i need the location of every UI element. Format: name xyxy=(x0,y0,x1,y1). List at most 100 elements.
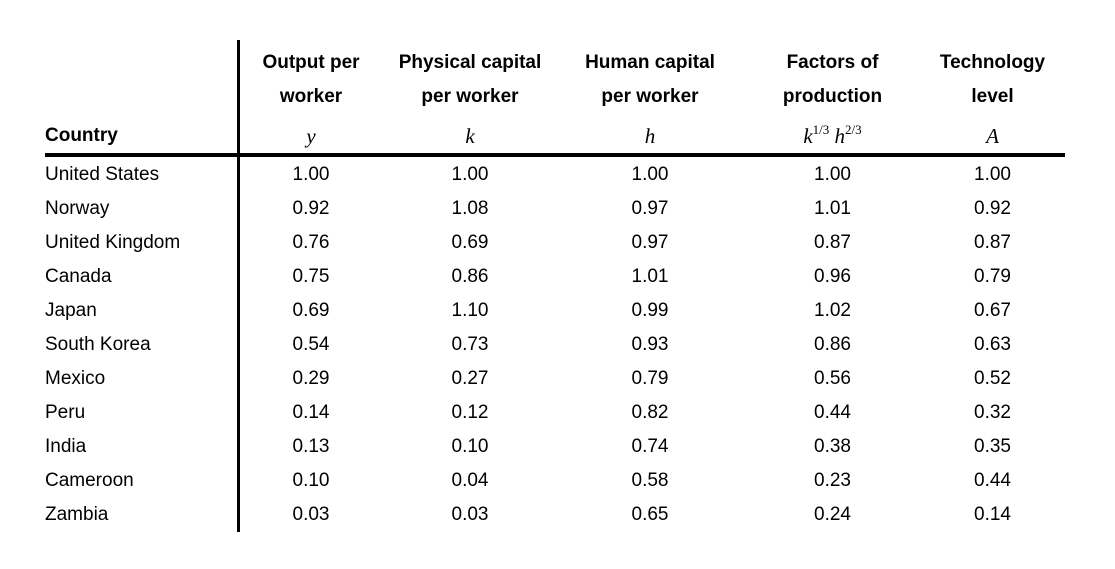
table-row: Mexico 0.29 0.27 0.79 0.56 0.52 xyxy=(45,362,1065,396)
value-cell-h: 1.00 xyxy=(631,164,669,185)
country-cell: South Korea xyxy=(45,334,151,355)
header-spacer xyxy=(45,46,237,114)
value-cell-technology: 0.44 xyxy=(974,470,1011,491)
table-row: South Korea 0.54 0.73 0.93 0.86 0.63 xyxy=(45,328,1065,362)
value-cell-y: 1.00 xyxy=(292,164,330,185)
value-cell-technology: 0.63 xyxy=(974,334,1011,355)
value-cell-k: 0.03 xyxy=(451,504,489,525)
header-line: per worker xyxy=(421,86,519,107)
value-cell-factors: 1.00 xyxy=(814,164,851,185)
value-cell-k: 0.73 xyxy=(451,334,489,355)
value-cell-k: 0.27 xyxy=(451,368,489,389)
header-line: Human capital xyxy=(585,52,715,73)
math-var: y xyxy=(306,124,316,148)
header-line: Technology xyxy=(939,52,1046,73)
value-cell-technology: 0.67 xyxy=(974,300,1011,321)
value-cell-y: 0.69 xyxy=(292,300,330,321)
value-cell-factors: 1.01 xyxy=(814,198,851,219)
column-header-factors-of-production: Factors of production xyxy=(745,46,920,114)
value-cell-k: 0.69 xyxy=(451,232,489,253)
header-line: Output per xyxy=(262,52,360,73)
math-var: k xyxy=(803,124,813,148)
value-cell-technology: 0.32 xyxy=(974,402,1011,423)
value-cell-y: 0.03 xyxy=(292,504,330,525)
header-line: Factors of xyxy=(786,52,879,73)
math-var: h xyxy=(834,124,846,148)
math-sup: 1/3 xyxy=(812,122,830,137)
value-cell-y: 0.29 xyxy=(292,368,330,389)
vertical-rule xyxy=(237,40,240,532)
country-cell: Norway xyxy=(45,198,110,219)
value-cell-technology: 0.87 xyxy=(974,232,1011,253)
value-cell-k: 1.00 xyxy=(451,164,489,185)
value-cell-h: 0.74 xyxy=(631,436,669,457)
column-header-physical-capital: Physical capital per worker xyxy=(385,46,555,114)
math-sup: 2/3 xyxy=(845,122,862,137)
header-line: Physical capital xyxy=(398,52,542,73)
table-header: Output per worker Physical capital per w… xyxy=(45,46,1065,114)
value-cell-y: 0.54 xyxy=(292,334,330,355)
country-cell: Zambia xyxy=(45,504,109,525)
value-cell-technology: 0.92 xyxy=(974,198,1011,219)
symbol-A: A xyxy=(920,118,1065,154)
value-cell-factors: 0.96 xyxy=(814,266,851,287)
table-row: Canada 0.75 0.86 1.01 0.96 0.79 xyxy=(45,260,1065,294)
country-cell: United Kingdom xyxy=(45,232,181,253)
table-row: Peru 0.14 0.12 0.82 0.44 0.32 xyxy=(45,396,1065,430)
symbol-y: y xyxy=(237,118,385,154)
value-cell-h: 0.97 xyxy=(631,198,669,219)
header-line: worker xyxy=(279,86,343,107)
value-cell-h: 0.65 xyxy=(631,504,669,525)
value-cell-y: 0.76 xyxy=(292,232,330,253)
table-row: Japan 0.69 1.10 0.99 1.02 0.67 xyxy=(45,294,1065,328)
value-cell-k: 0.04 xyxy=(451,470,489,491)
value-cell-y: 0.75 xyxy=(292,266,330,287)
column-header-output-per-worker: Output per worker xyxy=(237,46,385,114)
value-cell-h: 0.58 xyxy=(631,470,669,491)
value-cell-factors: 0.86 xyxy=(814,334,851,355)
value-cell-k: 1.10 xyxy=(451,300,489,321)
value-cell-y: 0.92 xyxy=(292,198,330,219)
header-line: production xyxy=(782,86,883,107)
value-cell-h: 0.99 xyxy=(631,300,669,321)
table-row: India 0.13 0.10 0.74 0.38 0.35 xyxy=(45,430,1065,464)
table-row: Cameroon 0.10 0.04 0.58 0.23 0.44 xyxy=(45,464,1065,498)
math-var: A xyxy=(986,124,999,148)
table-row: United States 1.00 1.00 1.00 1.00 1.00 xyxy=(45,158,1065,192)
table-row: Norway 0.92 1.08 0.97 1.01 0.92 xyxy=(45,192,1065,226)
value-cell-factors: 0.38 xyxy=(814,436,851,457)
value-cell-factors: 0.56 xyxy=(814,368,851,389)
country-cell: Cameroon xyxy=(45,470,134,491)
table-body: United States 1.00 1.00 1.00 1.00 1.00 N… xyxy=(0,158,1115,532)
value-cell-k: 0.86 xyxy=(451,266,489,287)
value-cell-technology: 0.79 xyxy=(974,266,1011,287)
value-cell-technology: 1.00 xyxy=(974,164,1011,185)
value-cell-technology: 0.14 xyxy=(974,504,1011,525)
value-cell-factors: 1.02 xyxy=(814,300,851,321)
value-cell-k: 1.08 xyxy=(451,198,489,219)
header-line: level xyxy=(971,86,1014,107)
column-header-technology-level: Technology level xyxy=(920,46,1065,114)
country-cell: Peru xyxy=(45,402,86,423)
symbol-row: Country y k h k1/3 h2/3 A xyxy=(45,118,1065,154)
symbol-k: k xyxy=(385,118,555,154)
math-var: k xyxy=(465,124,475,148)
value-cell-h: 0.93 xyxy=(631,334,669,355)
symbol-h: h xyxy=(555,118,745,154)
value-cell-k: 0.10 xyxy=(451,436,489,457)
value-cell-factors: 0.24 xyxy=(814,504,851,525)
country-header: Country xyxy=(45,125,118,146)
value-cell-k: 0.12 xyxy=(451,402,489,423)
value-cell-technology: 0.35 xyxy=(974,436,1011,457)
value-cell-technology: 0.52 xyxy=(974,368,1011,389)
value-cell-y: 0.13 xyxy=(292,436,330,457)
table-row: United Kingdom 0.76 0.69 0.97 0.87 0.87 xyxy=(45,226,1065,260)
value-cell-h: 0.82 xyxy=(631,402,669,423)
value-cell-h: 0.79 xyxy=(631,368,669,389)
value-cell-y: 0.14 xyxy=(292,402,330,423)
value-cell-factors: 0.44 xyxy=(814,402,851,423)
value-cell-factors: 0.23 xyxy=(814,470,851,491)
value-cell-y: 0.10 xyxy=(292,470,330,491)
country-cell: United States xyxy=(45,164,160,185)
